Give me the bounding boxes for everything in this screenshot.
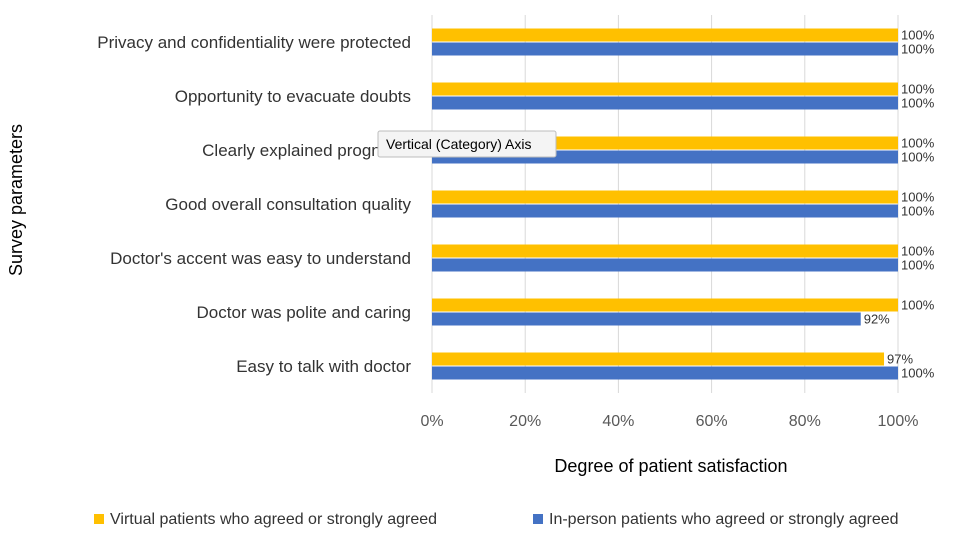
bar-in-person[interactable] xyxy=(432,96,898,110)
legend-swatch-in-person xyxy=(533,514,543,524)
bar-in-person[interactable] xyxy=(432,42,898,56)
category-label: Good overall consultation quality xyxy=(165,195,411,214)
bar-virtual[interactable] xyxy=(432,190,898,204)
x-tick-label: 0% xyxy=(420,413,443,430)
category-label: Opportunity to evacuate doubts xyxy=(175,87,411,106)
legend-swatch-virtual xyxy=(94,514,104,524)
x-tick-label: 40% xyxy=(602,413,634,430)
bar-in-person[interactable] xyxy=(432,366,898,380)
data-label: 100% xyxy=(901,258,935,273)
data-label: 100% xyxy=(901,96,935,111)
bar-virtual[interactable] xyxy=(432,352,885,366)
data-label: 97% xyxy=(887,352,913,367)
y-axis-title: Survey parameters xyxy=(6,124,26,276)
x-tick-label: 20% xyxy=(509,413,541,430)
bar-virtual[interactable] xyxy=(432,298,898,312)
bar-in-person[interactable] xyxy=(432,204,898,218)
category-label: Doctor was polite and caring xyxy=(196,303,411,322)
category-axis[interactable]: Privacy and confidentiality were protect… xyxy=(97,33,411,376)
legend-label-virtual: Virtual patients who agreed or strongly … xyxy=(110,511,437,528)
x-axis-title: Degree of patient satisfaction xyxy=(554,456,787,476)
x-tick-label: 100% xyxy=(878,413,919,430)
bar-virtual[interactable] xyxy=(432,82,898,96)
bar-in-person[interactable] xyxy=(432,312,861,326)
data-labels: 100%100%100%100%100%100%100%100%100%100%… xyxy=(864,28,935,381)
bar-virtual[interactable] xyxy=(432,28,898,42)
legend[interactable]: Virtual patients who agreed or strongly … xyxy=(94,511,899,528)
data-label: 100% xyxy=(901,28,935,43)
category-label: Clearly explained prognosis xyxy=(202,141,411,160)
data-label: 100% xyxy=(901,204,935,219)
data-label: 100% xyxy=(901,298,935,313)
data-label: 100% xyxy=(901,366,935,381)
data-label: 100% xyxy=(901,190,935,205)
data-label: 100% xyxy=(901,150,935,165)
tooltip-text: Vertical (Category) Axis xyxy=(386,136,532,152)
data-label: 100% xyxy=(901,244,935,259)
data-label: 100% xyxy=(901,82,935,97)
category-label: Doctor's accent was easy to understand xyxy=(110,249,411,268)
legend-label-in-person: In-person patients who agreed or strongl… xyxy=(549,511,899,528)
x-tick-label: 80% xyxy=(789,413,821,430)
category-label: Easy to talk with doctor xyxy=(236,357,411,376)
data-label: 100% xyxy=(901,136,935,151)
tooltip-box xyxy=(377,130,557,158)
bars xyxy=(432,28,898,380)
category-label: Privacy and confidentiality were protect… xyxy=(97,33,411,52)
bar-in-person[interactable] xyxy=(432,258,898,272)
gridlines xyxy=(431,15,899,393)
bar-virtual[interactable] xyxy=(432,244,898,258)
x-tick-label: 60% xyxy=(696,413,728,430)
data-label: 100% xyxy=(901,42,935,57)
data-label: 92% xyxy=(864,312,890,327)
value-axis[interactable]: 0% 20% 40% 60% 80% 100% xyxy=(420,413,918,430)
tooltip: Vertical (Category) Axis xyxy=(377,130,557,158)
